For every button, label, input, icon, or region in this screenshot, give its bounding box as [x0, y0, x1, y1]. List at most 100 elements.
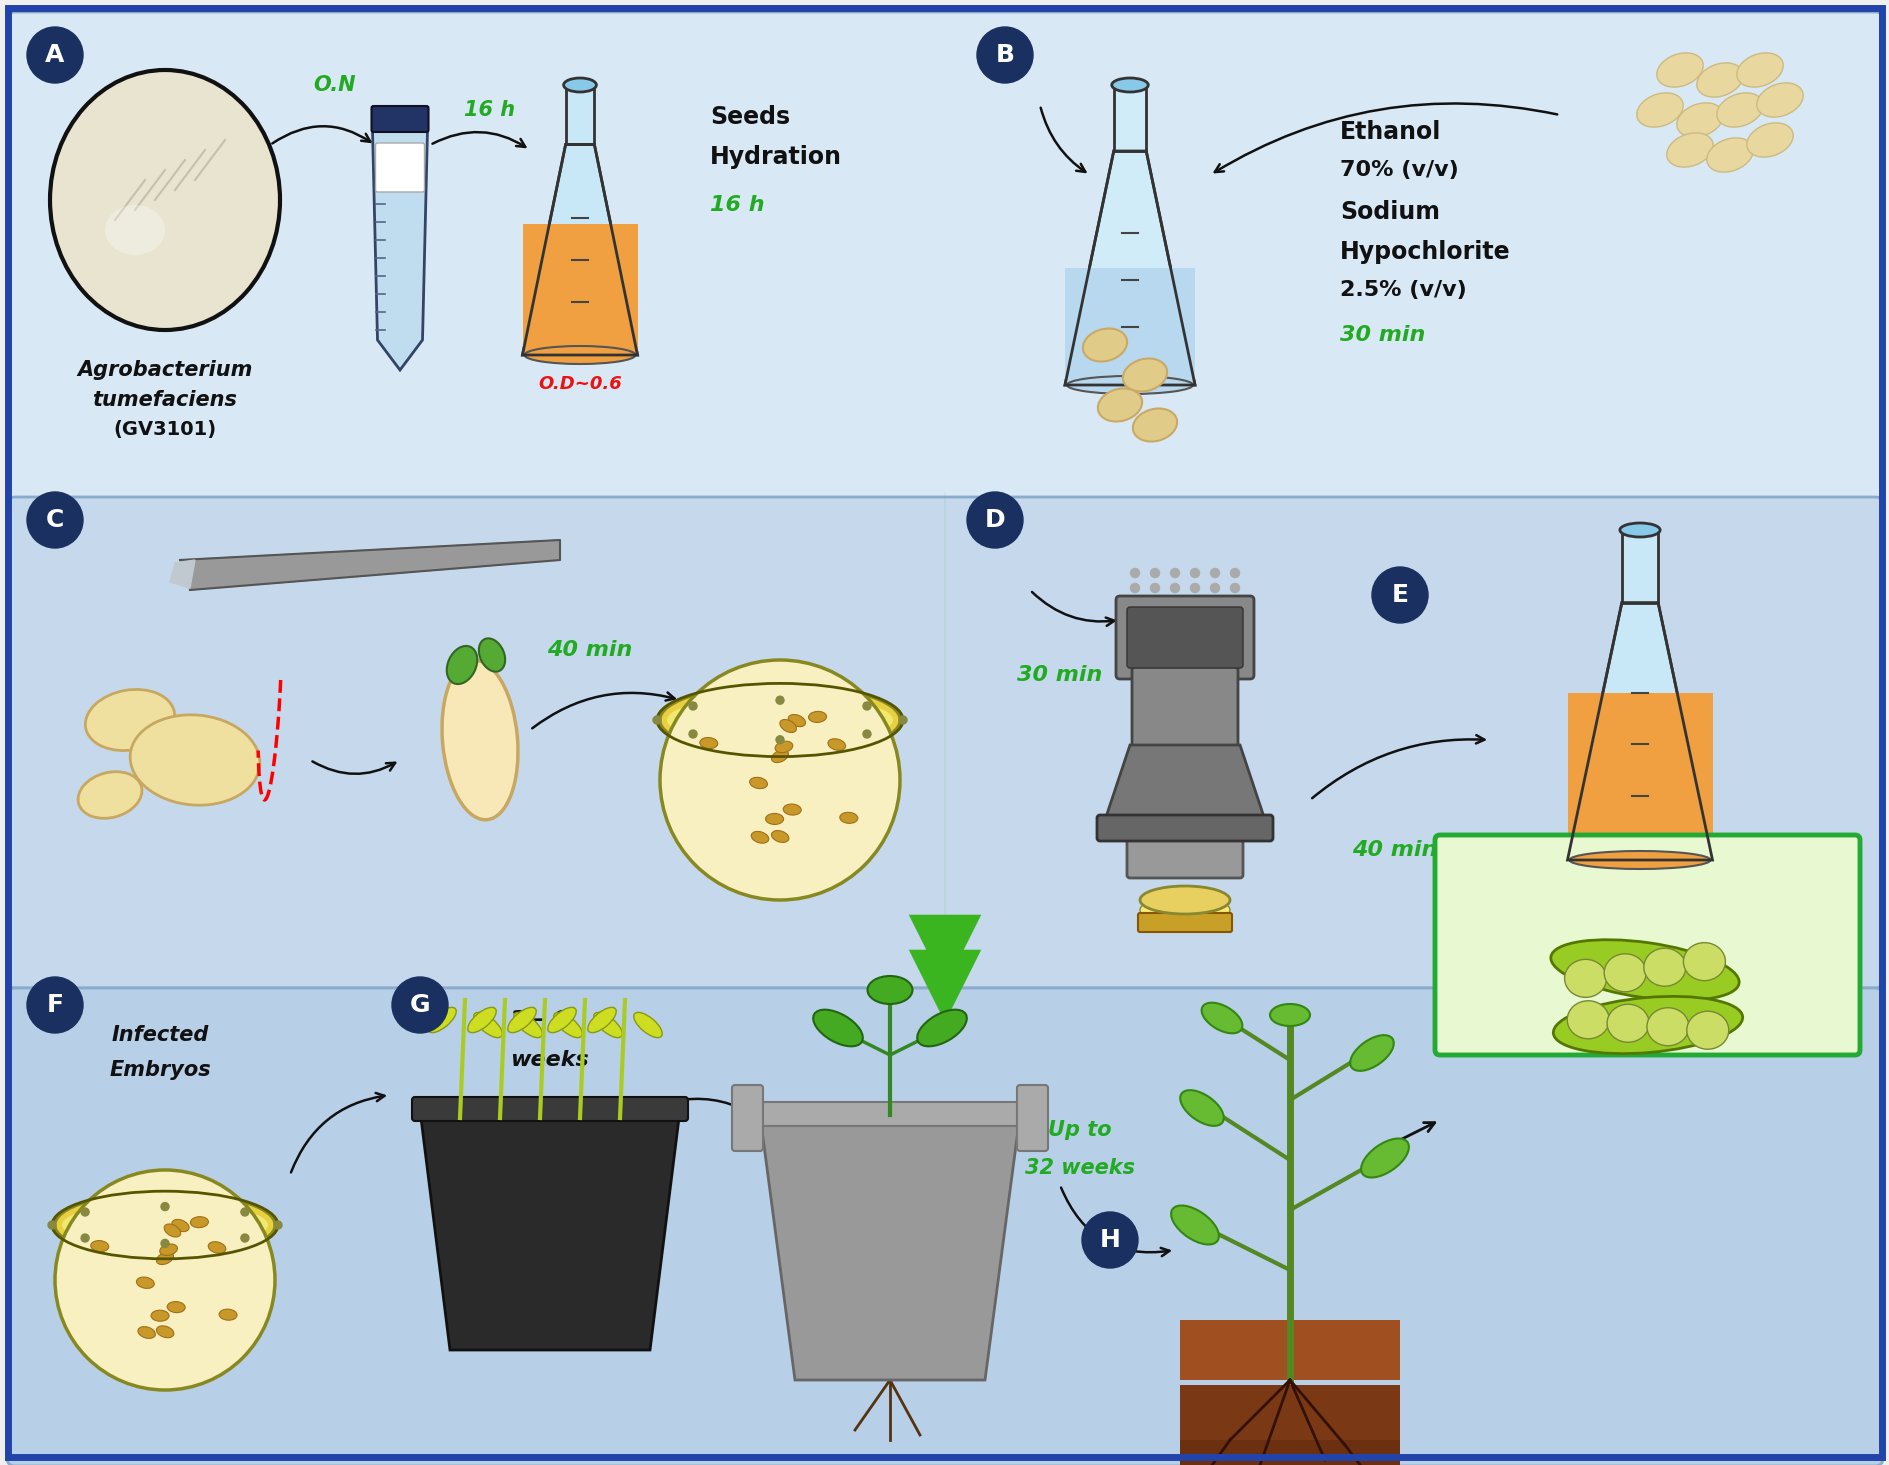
Circle shape: [26, 977, 83, 1033]
Text: Hypochlorite: Hypochlorite: [1339, 240, 1509, 264]
Ellipse shape: [136, 1277, 155, 1288]
Ellipse shape: [771, 750, 788, 763]
FancyBboxPatch shape: [8, 12, 1881, 498]
Circle shape: [1169, 568, 1179, 577]
Ellipse shape: [827, 738, 844, 750]
Ellipse shape: [55, 1171, 276, 1390]
Ellipse shape: [191, 1216, 208, 1228]
Ellipse shape: [1643, 948, 1685, 986]
Ellipse shape: [474, 1012, 502, 1037]
Ellipse shape: [1179, 1090, 1224, 1127]
Text: Ethanol: Ethanol: [1339, 120, 1441, 144]
Ellipse shape: [1201, 1002, 1241, 1033]
Circle shape: [1230, 568, 1239, 577]
Ellipse shape: [1745, 123, 1793, 157]
Circle shape: [47, 1220, 57, 1229]
Ellipse shape: [525, 346, 635, 363]
Ellipse shape: [765, 813, 784, 825]
Ellipse shape: [774, 741, 791, 753]
Circle shape: [1081, 1212, 1137, 1269]
FancyBboxPatch shape: [1096, 815, 1273, 841]
Circle shape: [863, 702, 871, 711]
Circle shape: [1130, 568, 1139, 577]
Ellipse shape: [1683, 942, 1725, 980]
Ellipse shape: [1098, 388, 1141, 422]
Ellipse shape: [62, 1201, 268, 1248]
Polygon shape: [1064, 268, 1194, 385]
Circle shape: [1150, 568, 1158, 577]
Ellipse shape: [77, 772, 142, 819]
Ellipse shape: [780, 719, 795, 732]
Ellipse shape: [1685, 1011, 1728, 1049]
Circle shape: [689, 730, 697, 738]
Ellipse shape: [219, 1310, 236, 1320]
Ellipse shape: [812, 1009, 863, 1046]
Ellipse shape: [106, 205, 164, 255]
Ellipse shape: [1564, 960, 1606, 998]
Ellipse shape: [164, 1223, 181, 1236]
Ellipse shape: [514, 1012, 542, 1037]
Ellipse shape: [166, 1301, 185, 1313]
Circle shape: [1230, 583, 1239, 592]
Text: 30 min: 30 min: [1339, 325, 1424, 344]
Text: O.D~0.6: O.D~0.6: [538, 375, 621, 393]
Text: 32 weeks: 32 weeks: [1024, 1157, 1135, 1178]
Ellipse shape: [750, 778, 767, 788]
FancyBboxPatch shape: [1126, 832, 1243, 878]
Circle shape: [1209, 583, 1218, 592]
Ellipse shape: [49, 70, 280, 330]
Ellipse shape: [151, 1310, 168, 1321]
Text: 16 h: 16 h: [138, 1345, 193, 1365]
FancyBboxPatch shape: [1115, 596, 1252, 678]
Ellipse shape: [1757, 84, 1802, 117]
Circle shape: [776, 735, 784, 744]
Ellipse shape: [788, 715, 805, 727]
Ellipse shape: [157, 1253, 174, 1264]
Ellipse shape: [587, 1008, 616, 1033]
Ellipse shape: [161, 1244, 178, 1256]
Polygon shape: [372, 130, 427, 371]
Circle shape: [689, 702, 697, 711]
Circle shape: [977, 26, 1033, 84]
Ellipse shape: [1604, 954, 1645, 992]
Circle shape: [161, 1203, 168, 1210]
Circle shape: [26, 26, 83, 84]
Ellipse shape: [782, 804, 801, 815]
Text: (GV3101): (GV3101): [113, 420, 217, 440]
Circle shape: [863, 730, 871, 738]
Circle shape: [1190, 568, 1200, 577]
Ellipse shape: [208, 1242, 225, 1253]
Circle shape: [1371, 567, 1428, 623]
Circle shape: [1190, 583, 1200, 592]
Text: F: F: [47, 993, 64, 1017]
Text: 30 min: 30 min: [1016, 665, 1101, 686]
Circle shape: [240, 1234, 249, 1242]
FancyBboxPatch shape: [1132, 667, 1237, 749]
Ellipse shape: [633, 1012, 661, 1037]
Circle shape: [26, 492, 83, 548]
Text: O.N: O.N: [314, 75, 357, 95]
FancyBboxPatch shape: [1179, 1320, 1400, 1380]
Ellipse shape: [553, 1012, 582, 1037]
Text: B: B: [996, 42, 1014, 67]
Ellipse shape: [467, 1008, 497, 1033]
Circle shape: [654, 716, 661, 724]
FancyBboxPatch shape: [8, 497, 1881, 987]
Text: Infected: Infected: [111, 1026, 208, 1045]
Text: E: E: [1390, 583, 1407, 607]
Polygon shape: [565, 85, 593, 145]
Ellipse shape: [750, 832, 769, 844]
Ellipse shape: [1706, 138, 1753, 171]
Polygon shape: [521, 224, 637, 355]
Ellipse shape: [427, 1008, 455, 1033]
Ellipse shape: [446, 646, 478, 684]
Text: 3 – 6: 3 – 6: [510, 1009, 567, 1030]
Circle shape: [967, 492, 1022, 548]
Ellipse shape: [157, 1326, 174, 1338]
Circle shape: [1130, 583, 1139, 592]
Circle shape: [81, 1234, 89, 1242]
Ellipse shape: [138, 1327, 155, 1339]
Ellipse shape: [1111, 78, 1149, 92]
Ellipse shape: [1676, 103, 1723, 138]
Ellipse shape: [1269, 1004, 1309, 1026]
